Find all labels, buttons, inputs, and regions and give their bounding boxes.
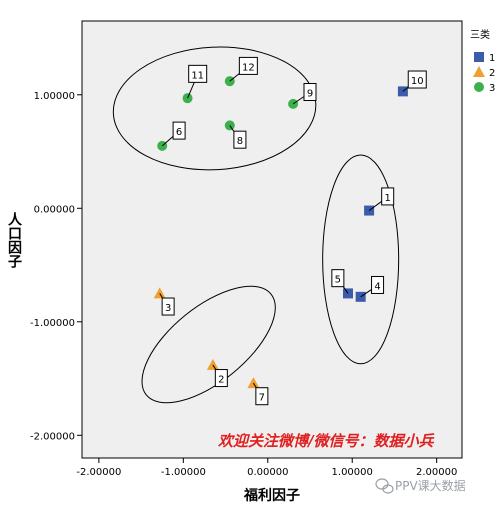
x-axis-title: 福利因子 [243, 487, 300, 504]
point-label: 10 [411, 76, 424, 87]
point-label: 7 [259, 393, 265, 404]
point-label-box [233, 130, 247, 149]
y-tick-label: 1.00000 [34, 91, 75, 102]
point-label-box [331, 269, 345, 288]
point-label-box [381, 187, 395, 206]
wechat-icon [375, 478, 394, 494]
legend-label: 2 [489, 68, 495, 79]
cluster-ellipses [112, 46, 400, 404]
x-tick-label: -2.00000 [76, 467, 121, 478]
point-label-box [371, 275, 385, 294]
watermark-text: 欢迎关注微博/微信号：数据小兵 [218, 432, 434, 450]
point-label-box [303, 83, 317, 102]
data-point [206, 358, 219, 370]
point-label: 1 [385, 193, 391, 204]
point-label: 4 [374, 281, 380, 292]
y-axis-title: 人口因子 [6, 211, 22, 269]
point-label: 6 [176, 127, 182, 138]
cluster-ellipse [141, 285, 276, 404]
point-label: 8 [237, 136, 243, 147]
legend-marker [474, 82, 484, 92]
legend-title: 三类 [470, 28, 490, 41]
point-label-box [407, 70, 427, 89]
point-label: 12 [242, 62, 255, 73]
point-label: 3 [165, 303, 171, 314]
point-label-box [188, 64, 208, 83]
axes: -2.00000 -1.00000 0.00000 1.00000 2.00000 1.0… [30, 91, 457, 478]
legend-label: 1 [489, 53, 495, 64]
y-tick-label: -1.00000 [30, 318, 75, 329]
x-tick-label: 2.00000 [416, 467, 457, 478]
legend-marker [474, 52, 484, 62]
data-point [247, 377, 260, 389]
legend-label: 3 [489, 83, 495, 94]
x-tick-label: 0.00000 [247, 467, 288, 478]
x-tick-label: 1.00000 [332, 467, 373, 478]
data-point [224, 120, 235, 131]
point-label-box [172, 121, 186, 140]
data-points: 1 4 5 10 3 2 7 6 11 8 12 9 [153, 56, 427, 406]
y-tick-label: 0.00000 [34, 204, 75, 215]
point-label: 5 [335, 275, 341, 286]
credit: PPV课大数据 [375, 478, 466, 494]
point-label-box [238, 56, 258, 75]
point-label: 2 [218, 375, 224, 386]
y-tick-label: -2.00000 [30, 431, 75, 442]
point-label: 9 [307, 89, 313, 100]
cluster-ellipse [322, 154, 400, 365]
legend-marker [473, 66, 485, 77]
point-label-box [214, 369, 228, 388]
point-label-box [255, 387, 269, 406]
data-point [153, 287, 166, 299]
point-label: 11 [191, 70, 204, 81]
x-tick-label: -1.00000 [161, 467, 206, 478]
legend: 三类 1 2 3 [470, 28, 495, 94]
cluster-ellipse [112, 46, 317, 171]
point-label-box [161, 297, 175, 316]
credit-text: PPV课大数据 [395, 478, 466, 493]
